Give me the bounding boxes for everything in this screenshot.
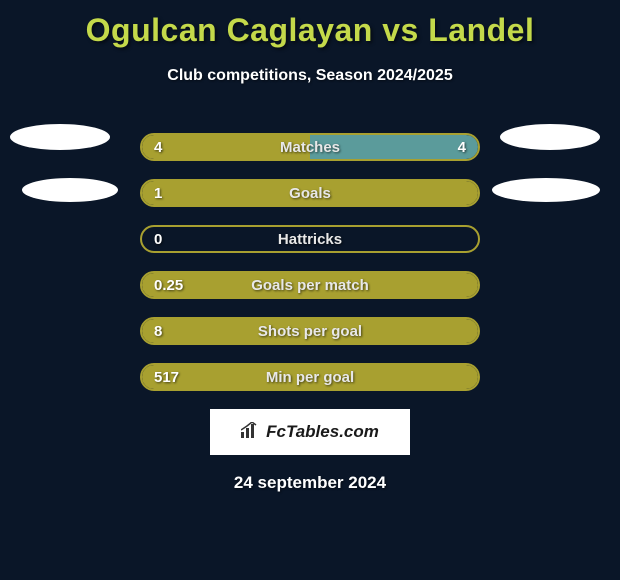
stat-label: Goals — [289, 185, 331, 202]
logo-text: FcTables.com — [266, 422, 379, 442]
stat-label: Goals per match — [251, 277, 369, 294]
stat-label: Matches — [280, 139, 340, 156]
stat-row: 0.25 Goals per match — [0, 271, 620, 299]
stat-value-left: 8 — [154, 323, 162, 340]
stat-label: Shots per goal — [258, 323, 362, 340]
chart-icon — [241, 422, 261, 443]
stat-bar: 0 Hattricks — [140, 225, 480, 253]
stat-row: 8 Shots per goal — [0, 317, 620, 345]
player-marker-ellipse — [500, 124, 600, 150]
stat-value-left: 517 — [154, 369, 179, 386]
stat-bar: 1 Goals — [140, 179, 480, 207]
stat-label: Hattricks — [278, 231, 342, 248]
stat-value-left: 0.25 — [154, 277, 183, 294]
stat-label: Min per goal — [266, 369, 354, 386]
stat-value-left: 0 — [154, 231, 162, 248]
fctables-logo: FcTables.com — [210, 409, 410, 455]
stats-container: 4 Matches 4 1 Goals 0 Hattricks 0.25 Goals per m… — [0, 133, 620, 391]
stat-value-right: 4 — [458, 139, 466, 156]
comparison-subtitle: Club competitions, Season 2024/2025 — [0, 67, 620, 85]
stat-bar: 0.25 Goals per match — [140, 271, 480, 299]
stat-bar: 8 Shots per goal — [140, 317, 480, 345]
player-marker-ellipse — [10, 124, 110, 150]
player-marker-ellipse — [492, 178, 600, 202]
comparison-title: Ogulcan Caglayan vs Landel — [0, 0, 620, 49]
stat-row: 517 Min per goal — [0, 363, 620, 391]
player-marker-ellipse — [22, 178, 118, 202]
comparison-date: 24 september 2024 — [0, 473, 620, 493]
stat-row: 0 Hattricks — [0, 225, 620, 253]
stat-bar: 4 Matches 4 — [140, 133, 480, 161]
stat-value-left: 4 — [154, 139, 162, 156]
stat-bar: 517 Min per goal — [140, 363, 480, 391]
stat-value-left: 1 — [154, 185, 162, 202]
